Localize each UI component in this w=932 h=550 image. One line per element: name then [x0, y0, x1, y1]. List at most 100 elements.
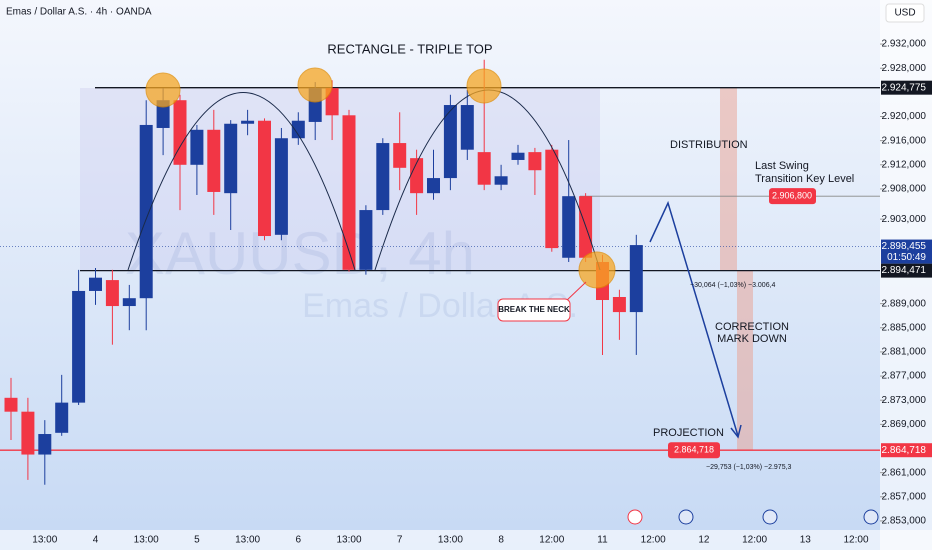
countdown: 01:50:49 — [887, 252, 926, 263]
watermark: XAUUSD, 4h — [125, 220, 475, 287]
y-tick-label: 2.877,000 — [882, 371, 927, 382]
peak-marker — [466, 68, 502, 104]
x-tick-label: 13:00 — [235, 535, 260, 546]
distribution-label: DISTRIBUTION — [670, 139, 748, 151]
projection-arrow — [649, 200, 739, 437]
currency: USD — [894, 8, 915, 19]
time-axis — [0, 530, 932, 550]
callout-box — [497, 298, 571, 322]
x-tick-label: 11 — [597, 535, 608, 546]
candle-body — [139, 124, 153, 299]
event-icon[interactable] — [627, 509, 643, 525]
y-tick-label: 2.932,000 — [882, 39, 927, 50]
candle-body — [443, 105, 457, 179]
y-tick-label: 2.873,000 — [882, 395, 927, 406]
key-level-label: 2.906,800 — [772, 191, 812, 201]
price-badge — [881, 80, 932, 95]
x-tick-label: 12:00 — [843, 535, 868, 546]
y-tick-label: 2.853,000 — [882, 516, 927, 527]
candle-body — [190, 129, 204, 165]
candle-body — [410, 158, 424, 194]
x-tick-label: 13:00 — [134, 535, 159, 546]
callout-line — [564, 281, 587, 303]
candle-body — [258, 120, 271, 237]
candle-body — [241, 120, 255, 124]
x-tick-label: 13 — [800, 535, 812, 546]
x-tick-label: 4 — [93, 535, 99, 546]
projection-badge — [668, 442, 720, 459]
last-price-badge — [881, 239, 932, 264]
y-tick-label: 2.920,000 — [882, 111, 927, 122]
y-tick-label: 2.857,000 — [882, 491, 927, 502]
key-level-text: Transition Key Level — [755, 173, 854, 185]
candle-body — [545, 149, 559, 249]
distribution-band — [720, 88, 737, 270]
x-tick-label: 13:00 — [32, 535, 57, 546]
x-tick-label: 12:00 — [539, 535, 564, 546]
projection-value: 2.864,718 — [674, 445, 714, 455]
candle-body — [122, 298, 136, 307]
candle-body — [393, 143, 407, 168]
candle-body — [207, 129, 221, 192]
price-badge-label: 2.924,775 — [882, 82, 927, 93]
candle-body — [55, 402, 69, 433]
x-tick-label: 5 — [194, 535, 200, 546]
y-tick-label: 2.881,000 — [882, 347, 927, 358]
projection-label: PROJECTION — [653, 427, 724, 439]
x-tick-label: 6 — [296, 535, 302, 546]
peak-marker — [145, 72, 181, 108]
y-tick-label: 2.885,000 — [882, 322, 927, 333]
y-tick-label: 2.916,000 — [882, 135, 927, 146]
event-icon[interactable] — [762, 509, 778, 525]
correction-band — [737, 270, 753, 450]
candle-body — [105, 280, 119, 307]
symbol-title: Emas / Dollar A.S. · 4h · OANDA — [6, 7, 152, 18]
candle-body — [89, 277, 102, 291]
candle-body — [342, 115, 356, 270]
candle-body — [477, 152, 491, 185]
x-tick-label: 7 — [397, 535, 403, 546]
y-tick-label: 2.903,000 — [882, 214, 927, 225]
x-tick-label: 13:00 — [336, 535, 361, 546]
peak-marker — [297, 67, 333, 103]
candle-body — [460, 105, 474, 150]
x-tick-label: 12 — [698, 535, 710, 546]
measure: −30,064 (−1,03%) −3.006,4 — [690, 282, 776, 289]
key-level-text: Last Swing — [755, 160, 809, 172]
y-tick-label: 2.861,000 — [882, 467, 927, 478]
key-level-badge — [769, 188, 816, 205]
event-icon[interactable] — [678, 509, 694, 525]
candle-body — [291, 120, 305, 139]
candle-body — [494, 176, 508, 185]
arrow-head — [730, 424, 742, 439]
candle-body — [528, 152, 542, 171]
break-marker — [578, 251, 616, 289]
candle-body — [72, 290, 86, 403]
price-badge — [881, 443, 932, 458]
candle-body — [224, 123, 238, 194]
candle-body — [4, 397, 18, 412]
callout-text: BREAK THE NECK — [498, 305, 570, 314]
price-badge-label: 2.864,718 — [882, 445, 927, 456]
candle-body — [511, 152, 525, 160]
event-icon[interactable] — [863, 509, 879, 525]
currency-box[interactable] — [885, 3, 925, 23]
candle-body — [629, 245, 643, 313]
y-tick-label: 2.928,000 — [882, 63, 927, 74]
x-tick-label: 12:00 — [641, 535, 666, 546]
y-tick-label: 2.908,000 — [882, 184, 927, 195]
plot — [0, 59, 880, 485]
candle-body — [21, 411, 35, 455]
correction-label: MARK DOWN — [717, 333, 787, 345]
candle-body — [38, 434, 52, 455]
correction-label: CORRECTION — [715, 321, 789, 333]
price-badge-label: 2.894,471 — [882, 265, 927, 276]
candle-body — [274, 138, 288, 235]
pattern-title: RECTANGLE - TRIPLE TOP — [327, 41, 492, 56]
x-tick-label: 8 — [498, 535, 504, 546]
candle-body — [359, 210, 373, 270]
y-tick-label: 2.912,000 — [882, 159, 927, 170]
measure: −29,753 (−1,03%) −2.975,3 — [706, 464, 792, 471]
price-badge — [881, 263, 932, 278]
